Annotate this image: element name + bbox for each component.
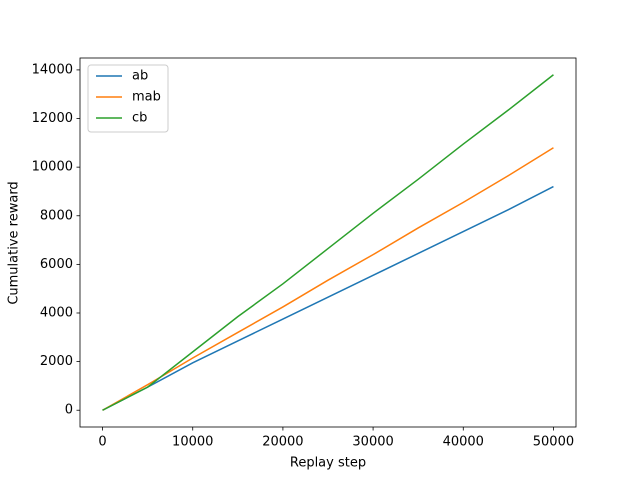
series-line <box>102 74 554 411</box>
legend-label: mab <box>132 90 161 105</box>
x-axis-label: Replay step <box>290 456 366 471</box>
series-line <box>102 147 554 411</box>
legend-label: cb <box>132 111 147 126</box>
series-line <box>102 185 554 411</box>
y-tick-label: 12000 <box>32 111 73 126</box>
y-axis-label: Cumulative reward <box>7 181 22 304</box>
x-tick-label: 10000 <box>172 435 213 450</box>
y-tick-label: 0 <box>65 403 73 418</box>
y-tick-label: 10000 <box>32 160 73 175</box>
y-tick-label: 8000 <box>40 208 73 223</box>
y-tick-label: 14000 <box>32 62 73 77</box>
y-tick-label: 4000 <box>40 305 73 320</box>
plot-frame <box>79 57 577 428</box>
x-tick-label: 40000 <box>443 435 484 450</box>
x-tick-label: 50000 <box>533 435 574 450</box>
x-tick-label: 0 <box>98 435 106 450</box>
x-tick-label: 30000 <box>352 435 393 450</box>
y-tick-label: 2000 <box>40 354 73 369</box>
legend-label: ab <box>132 69 148 84</box>
y-tick-label: 6000 <box>40 257 73 272</box>
x-tick-label: 20000 <box>262 435 303 450</box>
legend-box <box>87 64 169 133</box>
